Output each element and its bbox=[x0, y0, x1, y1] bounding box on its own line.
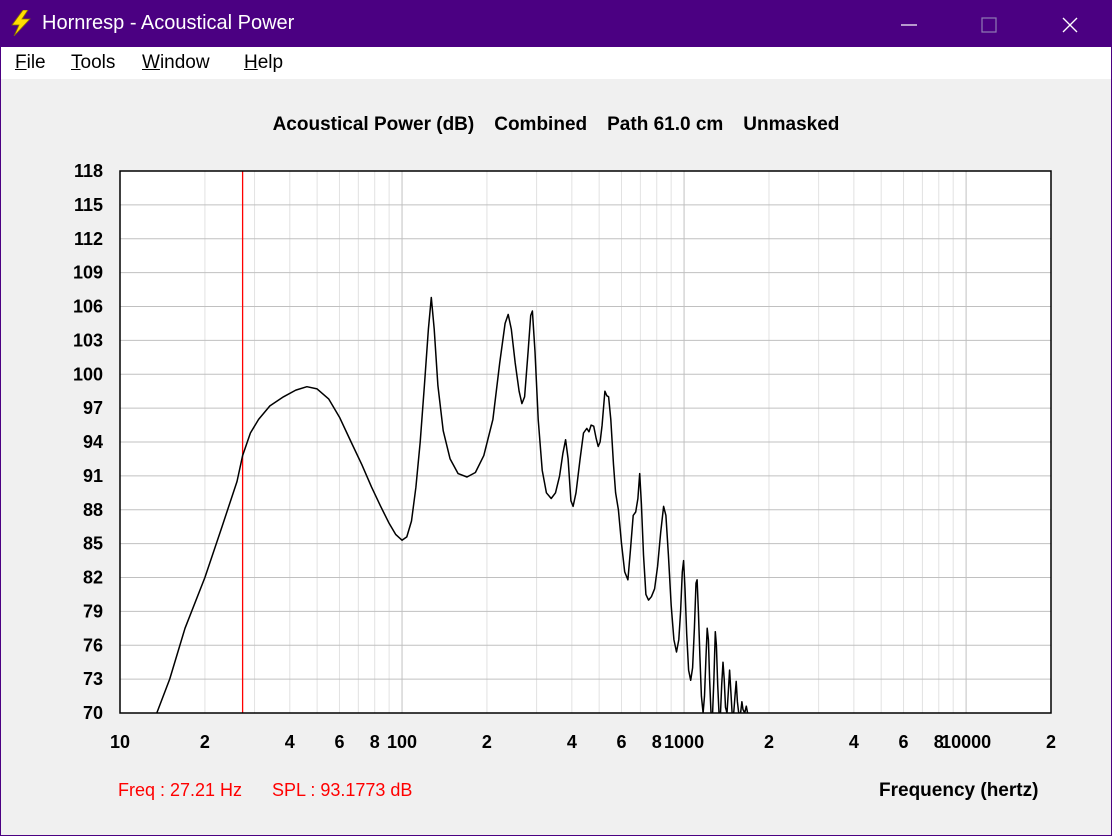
y-tick-label: 115 bbox=[74, 195, 103, 215]
y-tick-label: 76 bbox=[83, 635, 103, 655]
plot-title-path: Path 61.0 cm bbox=[607, 114, 724, 135]
x-tick-label: 2 bbox=[1046, 732, 1056, 752]
x-tick-label: 10 bbox=[110, 732, 130, 752]
x-tick-label: 4 bbox=[285, 732, 295, 752]
y-tick-label: 88 bbox=[83, 500, 103, 520]
y-tick-label: 82 bbox=[83, 568, 103, 588]
y-tick-label: 103 bbox=[73, 330, 103, 350]
y-tick-label: 94 bbox=[83, 432, 103, 452]
maximize-icon bbox=[981, 17, 997, 33]
x-tick-label: 2 bbox=[764, 732, 774, 752]
x-tick-label: 6 bbox=[616, 732, 626, 752]
menu-bar: File Tools Window Help bbox=[1, 47, 1111, 79]
y-tick-label: 70 bbox=[83, 703, 103, 723]
y-tick-label: 73 bbox=[83, 669, 103, 689]
menu-window[interactable]: Window bbox=[142, 52, 210, 73]
plot-title: Acoustical Power (dB) Combined Path 61.0 c… bbox=[0, 114, 1112, 136]
x-tick-label: 6 bbox=[899, 732, 909, 752]
menu-tools[interactable]: Tools bbox=[71, 52, 116, 73]
x-tick-label: 8 bbox=[370, 732, 380, 752]
plot-title-mask: Unmasked bbox=[743, 114, 840, 135]
title-bar[interactable]: Hornresp - Acoustical Power bbox=[1, 1, 1111, 47]
plot-frame bbox=[119, 170, 1052, 714]
maximize-button[interactable] bbox=[949, 1, 1029, 47]
x-tick-label: 6 bbox=[334, 732, 344, 752]
y-tick-label: 85 bbox=[83, 534, 103, 554]
y-tick-label: 106 bbox=[73, 297, 103, 317]
window-title: Hornresp - Acoustical Power bbox=[42, 12, 295, 34]
status-freq: Freq : 27.21 Hz bbox=[118, 780, 243, 800]
x-tick-label: 8 bbox=[934, 732, 944, 752]
y-tick-label: 100 bbox=[73, 364, 103, 384]
y-tick-label: 109 bbox=[73, 263, 103, 283]
status-spl: SPL : 93.1773 dB bbox=[272, 780, 413, 800]
y-tick-label: 91 bbox=[83, 466, 103, 486]
x-axis-label: Frequency (hertz) bbox=[879, 780, 1039, 801]
plot-title-measure: Acoustical Power (dB) bbox=[272, 114, 475, 135]
minimize-icon bbox=[901, 24, 917, 26]
y-tick-label: 112 bbox=[74, 229, 103, 249]
x-tick-label: 4 bbox=[849, 732, 859, 752]
x-tick-label: 2 bbox=[200, 732, 210, 752]
y-tick-label: 97 bbox=[83, 398, 103, 418]
x-tick-label: 10000 bbox=[941, 732, 991, 752]
x-tick-label: 2 bbox=[482, 732, 492, 752]
y-tick-label: 79 bbox=[83, 601, 103, 621]
menu-file[interactable]: File bbox=[15, 52, 46, 73]
minimize-button[interactable] bbox=[869, 1, 949, 47]
series-line bbox=[156, 296, 749, 713]
close-icon bbox=[1062, 17, 1078, 33]
x-tick-label: 8 bbox=[652, 732, 662, 752]
close-button[interactable] bbox=[1030, 1, 1110, 47]
plot-title-mode: Combined bbox=[494, 114, 588, 135]
x-tick-label: 4 bbox=[567, 732, 577, 752]
x-tick-label: 100 bbox=[387, 732, 417, 752]
x-tick-label: 1000 bbox=[664, 732, 704, 752]
y-tick-label: 118 bbox=[74, 161, 103, 181]
menu-help[interactable]: Help bbox=[244, 52, 284, 73]
lightning-bolt-icon bbox=[9, 9, 33, 37]
